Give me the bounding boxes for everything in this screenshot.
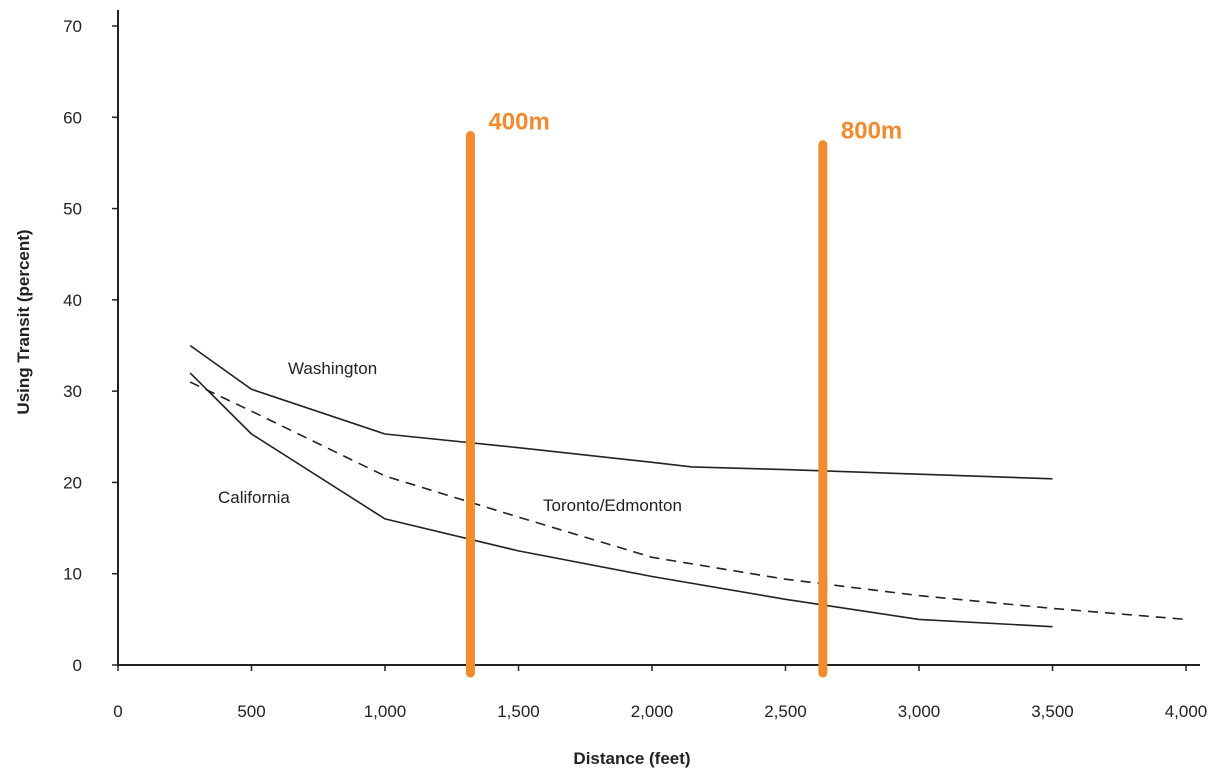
y-tick-label: 30	[63, 382, 82, 401]
y-axis-title: Using Transit (percent)	[14, 229, 33, 414]
labels-layer: Distance (feet) Using Transit (percent) Wa…	[14, 229, 691, 768]
y-tick-label: 60	[63, 108, 82, 127]
series-label-washington: Washington	[288, 359, 377, 378]
reference-label-400m: 400m	[488, 109, 549, 136]
y-tick-label: 0	[73, 656, 82, 675]
x-tick-label: 0	[113, 702, 122, 721]
y-tick-label: 50	[63, 200, 82, 219]
axes: 0 10 20 30 40 50 60 70 0 500 1,000 1,500 2,000 2,500 3…	[63, 10, 1207, 721]
series-label-toronto-edmonton: Toronto/Edmonton	[543, 496, 682, 515]
series-layer	[189, 344, 1187, 628]
y-tick-label: 40	[63, 291, 82, 310]
x-tick-label: 4,000	[1165, 702, 1208, 721]
x-tick-label: 1,000	[364, 702, 407, 721]
x-tick-label: 3,500	[1031, 702, 1074, 721]
x-tick-label: 2,000	[631, 702, 674, 721]
y-tick-label: 10	[63, 565, 82, 584]
y-tick-label: 20	[63, 473, 82, 492]
series-line-washington	[189, 344, 1053, 480]
reference-label-800m: 800m	[841, 118, 902, 145]
series-line-california	[189, 372, 1053, 628]
series-line-toronto-edmonton	[189, 381, 1187, 621]
x-axis-title: Distance (feet)	[573, 749, 690, 768]
x-tick-label: 1,500	[497, 702, 540, 721]
x-tick-label: 2,500	[764, 702, 807, 721]
reference-lines: 400m 800m	[465, 109, 902, 678]
series-label-california: California	[218, 488, 290, 507]
y-tick-label: 70	[63, 17, 82, 36]
x-tick-label: 3,000	[898, 702, 941, 721]
x-tick-label: 500	[237, 702, 265, 721]
